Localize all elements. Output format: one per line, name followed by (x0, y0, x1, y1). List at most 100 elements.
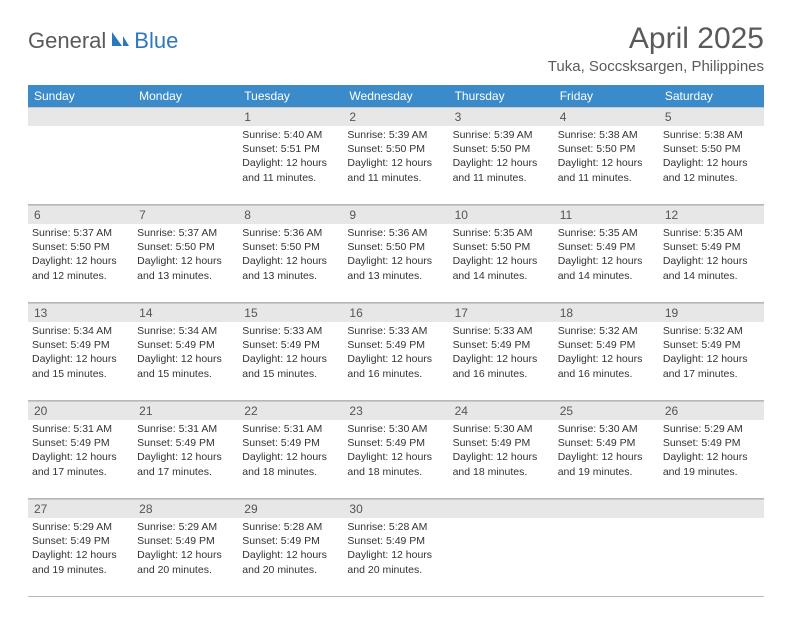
day-cell: Sunrise: 5:35 AMSunset: 5:50 PMDaylight:… (449, 224, 554, 302)
day-cell (28, 126, 133, 204)
day-number: 12 (659, 206, 764, 224)
day-cell: Sunrise: 5:36 AMSunset: 5:50 PMDaylight:… (238, 224, 343, 302)
day-cell: Sunrise: 5:31 AMSunset: 5:49 PMDaylight:… (28, 420, 133, 498)
day-content: Sunrise: 5:31 AMSunset: 5:49 PMDaylight:… (133, 420, 238, 485)
day-content: Sunrise: 5:32 AMSunset: 5:49 PMDaylight:… (659, 322, 764, 387)
location-text: Tuka, Soccsksargen, Philippines (548, 58, 764, 75)
day-number: 22 (238, 402, 343, 420)
day-number: 29 (238, 500, 343, 518)
day-content: Sunrise: 5:34 AMSunset: 5:49 PMDaylight:… (133, 322, 238, 387)
day-cell: Sunrise: 5:29 AMSunset: 5:49 PMDaylight:… (28, 518, 133, 596)
day-number: 15 (238, 304, 343, 322)
day-cell: Sunrise: 5:38 AMSunset: 5:50 PMDaylight:… (659, 126, 764, 204)
week-row: Sunrise: 5:34 AMSunset: 5:49 PMDaylight:… (28, 322, 764, 401)
day-content: Sunrise: 5:30 AMSunset: 5:49 PMDaylight:… (343, 420, 448, 485)
day-cell: Sunrise: 5:35 AMSunset: 5:49 PMDaylight:… (659, 224, 764, 302)
day-number: 25 (554, 402, 659, 420)
day-number: 3 (449, 108, 554, 126)
logo-text-general: General (28, 28, 106, 54)
logo-text-blue: Blue (134, 28, 178, 54)
weekday-header: Tuesday (238, 85, 343, 107)
day-content: Sunrise: 5:29 AMSunset: 5:49 PMDaylight:… (133, 518, 238, 583)
weekday-header: Wednesday (343, 85, 448, 107)
day-number-row: 13141516171819 (28, 303, 764, 322)
logo-sail-icon (110, 30, 130, 53)
day-number: 10 (449, 206, 554, 224)
day-cell: Sunrise: 5:33 AMSunset: 5:49 PMDaylight:… (343, 322, 448, 400)
day-cell: Sunrise: 5:38 AMSunset: 5:50 PMDaylight:… (554, 126, 659, 204)
day-cell: Sunrise: 5:30 AMSunset: 5:49 PMDaylight:… (554, 420, 659, 498)
day-cell: Sunrise: 5:32 AMSunset: 5:49 PMDaylight:… (554, 322, 659, 400)
day-number (133, 108, 238, 126)
weekday-header: Thursday (449, 85, 554, 107)
day-content: Sunrise: 5:30 AMSunset: 5:49 PMDaylight:… (554, 420, 659, 485)
weekday-header: Saturday (659, 85, 764, 107)
day-number: 28 (133, 500, 238, 518)
day-cell: Sunrise: 5:31 AMSunset: 5:49 PMDaylight:… (133, 420, 238, 498)
day-content: Sunrise: 5:35 AMSunset: 5:49 PMDaylight:… (659, 224, 764, 289)
day-content: Sunrise: 5:36 AMSunset: 5:50 PMDaylight:… (343, 224, 448, 289)
day-number (554, 500, 659, 518)
weekday-header: Sunday (28, 85, 133, 107)
day-number: 2 (343, 108, 448, 126)
day-number: 8 (238, 206, 343, 224)
weeks-container: 12345Sunrise: 5:40 AMSunset: 5:51 PMDayl… (28, 107, 764, 597)
day-cell: Sunrise: 5:34 AMSunset: 5:49 PMDaylight:… (133, 322, 238, 400)
week-row: Sunrise: 5:29 AMSunset: 5:49 PMDaylight:… (28, 518, 764, 597)
weekday-header-row: SundayMondayTuesdayWednesdayThursdayFrid… (28, 85, 764, 107)
day-content: Sunrise: 5:33 AMSunset: 5:49 PMDaylight:… (238, 322, 343, 387)
day-number: 16 (343, 304, 448, 322)
weekday-header: Monday (133, 85, 238, 107)
day-number: 5 (659, 108, 764, 126)
day-number-row: 20212223242526 (28, 401, 764, 420)
day-cell (554, 518, 659, 596)
day-number (659, 500, 764, 518)
day-number-row: 12345 (28, 107, 764, 126)
day-number: 30 (343, 500, 448, 518)
day-number-row: 27282930 (28, 499, 764, 518)
day-number: 27 (28, 500, 133, 518)
weekday-header: Friday (554, 85, 659, 107)
day-content: Sunrise: 5:40 AMSunset: 5:51 PMDaylight:… (238, 126, 343, 191)
day-cell: Sunrise: 5:39 AMSunset: 5:50 PMDaylight:… (343, 126, 448, 204)
week-row: Sunrise: 5:40 AMSunset: 5:51 PMDaylight:… (28, 126, 764, 205)
day-number: 20 (28, 402, 133, 420)
day-number: 1 (238, 108, 343, 126)
day-content: Sunrise: 5:33 AMSunset: 5:49 PMDaylight:… (343, 322, 448, 387)
day-number-row: 6789101112 (28, 205, 764, 224)
day-content: Sunrise: 5:29 AMSunset: 5:49 PMDaylight:… (659, 420, 764, 485)
day-content: Sunrise: 5:28 AMSunset: 5:49 PMDaylight:… (238, 518, 343, 583)
day-number: 11 (554, 206, 659, 224)
day-cell (133, 126, 238, 204)
day-content: Sunrise: 5:37 AMSunset: 5:50 PMDaylight:… (133, 224, 238, 289)
calendar-page: General Blue April 2025 Tuka, Soccsksarg… (0, 0, 792, 617)
day-cell: Sunrise: 5:31 AMSunset: 5:49 PMDaylight:… (238, 420, 343, 498)
day-cell: Sunrise: 5:40 AMSunset: 5:51 PMDaylight:… (238, 126, 343, 204)
day-cell: Sunrise: 5:30 AMSunset: 5:49 PMDaylight:… (449, 420, 554, 498)
day-cell: Sunrise: 5:37 AMSunset: 5:50 PMDaylight:… (133, 224, 238, 302)
day-content: Sunrise: 5:29 AMSunset: 5:49 PMDaylight:… (28, 518, 133, 583)
day-cell: Sunrise: 5:34 AMSunset: 5:49 PMDaylight:… (28, 322, 133, 400)
day-content: Sunrise: 5:37 AMSunset: 5:50 PMDaylight:… (28, 224, 133, 289)
day-cell: Sunrise: 5:32 AMSunset: 5:49 PMDaylight:… (659, 322, 764, 400)
day-cell: Sunrise: 5:33 AMSunset: 5:49 PMDaylight:… (238, 322, 343, 400)
day-number: 7 (133, 206, 238, 224)
day-cell: Sunrise: 5:30 AMSunset: 5:49 PMDaylight:… (343, 420, 448, 498)
day-content: Sunrise: 5:31 AMSunset: 5:49 PMDaylight:… (238, 420, 343, 485)
day-number: 17 (449, 304, 554, 322)
day-content: Sunrise: 5:39 AMSunset: 5:50 PMDaylight:… (343, 126, 448, 191)
day-content: Sunrise: 5:38 AMSunset: 5:50 PMDaylight:… (659, 126, 764, 191)
week-row: Sunrise: 5:37 AMSunset: 5:50 PMDaylight:… (28, 224, 764, 303)
day-cell (449, 518, 554, 596)
day-cell: Sunrise: 5:28 AMSunset: 5:49 PMDaylight:… (238, 518, 343, 596)
day-number (28, 108, 133, 126)
day-content: Sunrise: 5:34 AMSunset: 5:49 PMDaylight:… (28, 322, 133, 387)
day-number: 4 (554, 108, 659, 126)
day-content: Sunrise: 5:32 AMSunset: 5:49 PMDaylight:… (554, 322, 659, 387)
day-content: Sunrise: 5:31 AMSunset: 5:49 PMDaylight:… (28, 420, 133, 485)
logo: General Blue (28, 28, 178, 54)
day-number: 19 (659, 304, 764, 322)
month-title: April 2025 (548, 22, 764, 56)
day-content: Sunrise: 5:28 AMSunset: 5:49 PMDaylight:… (343, 518, 448, 583)
day-number: 6 (28, 206, 133, 224)
